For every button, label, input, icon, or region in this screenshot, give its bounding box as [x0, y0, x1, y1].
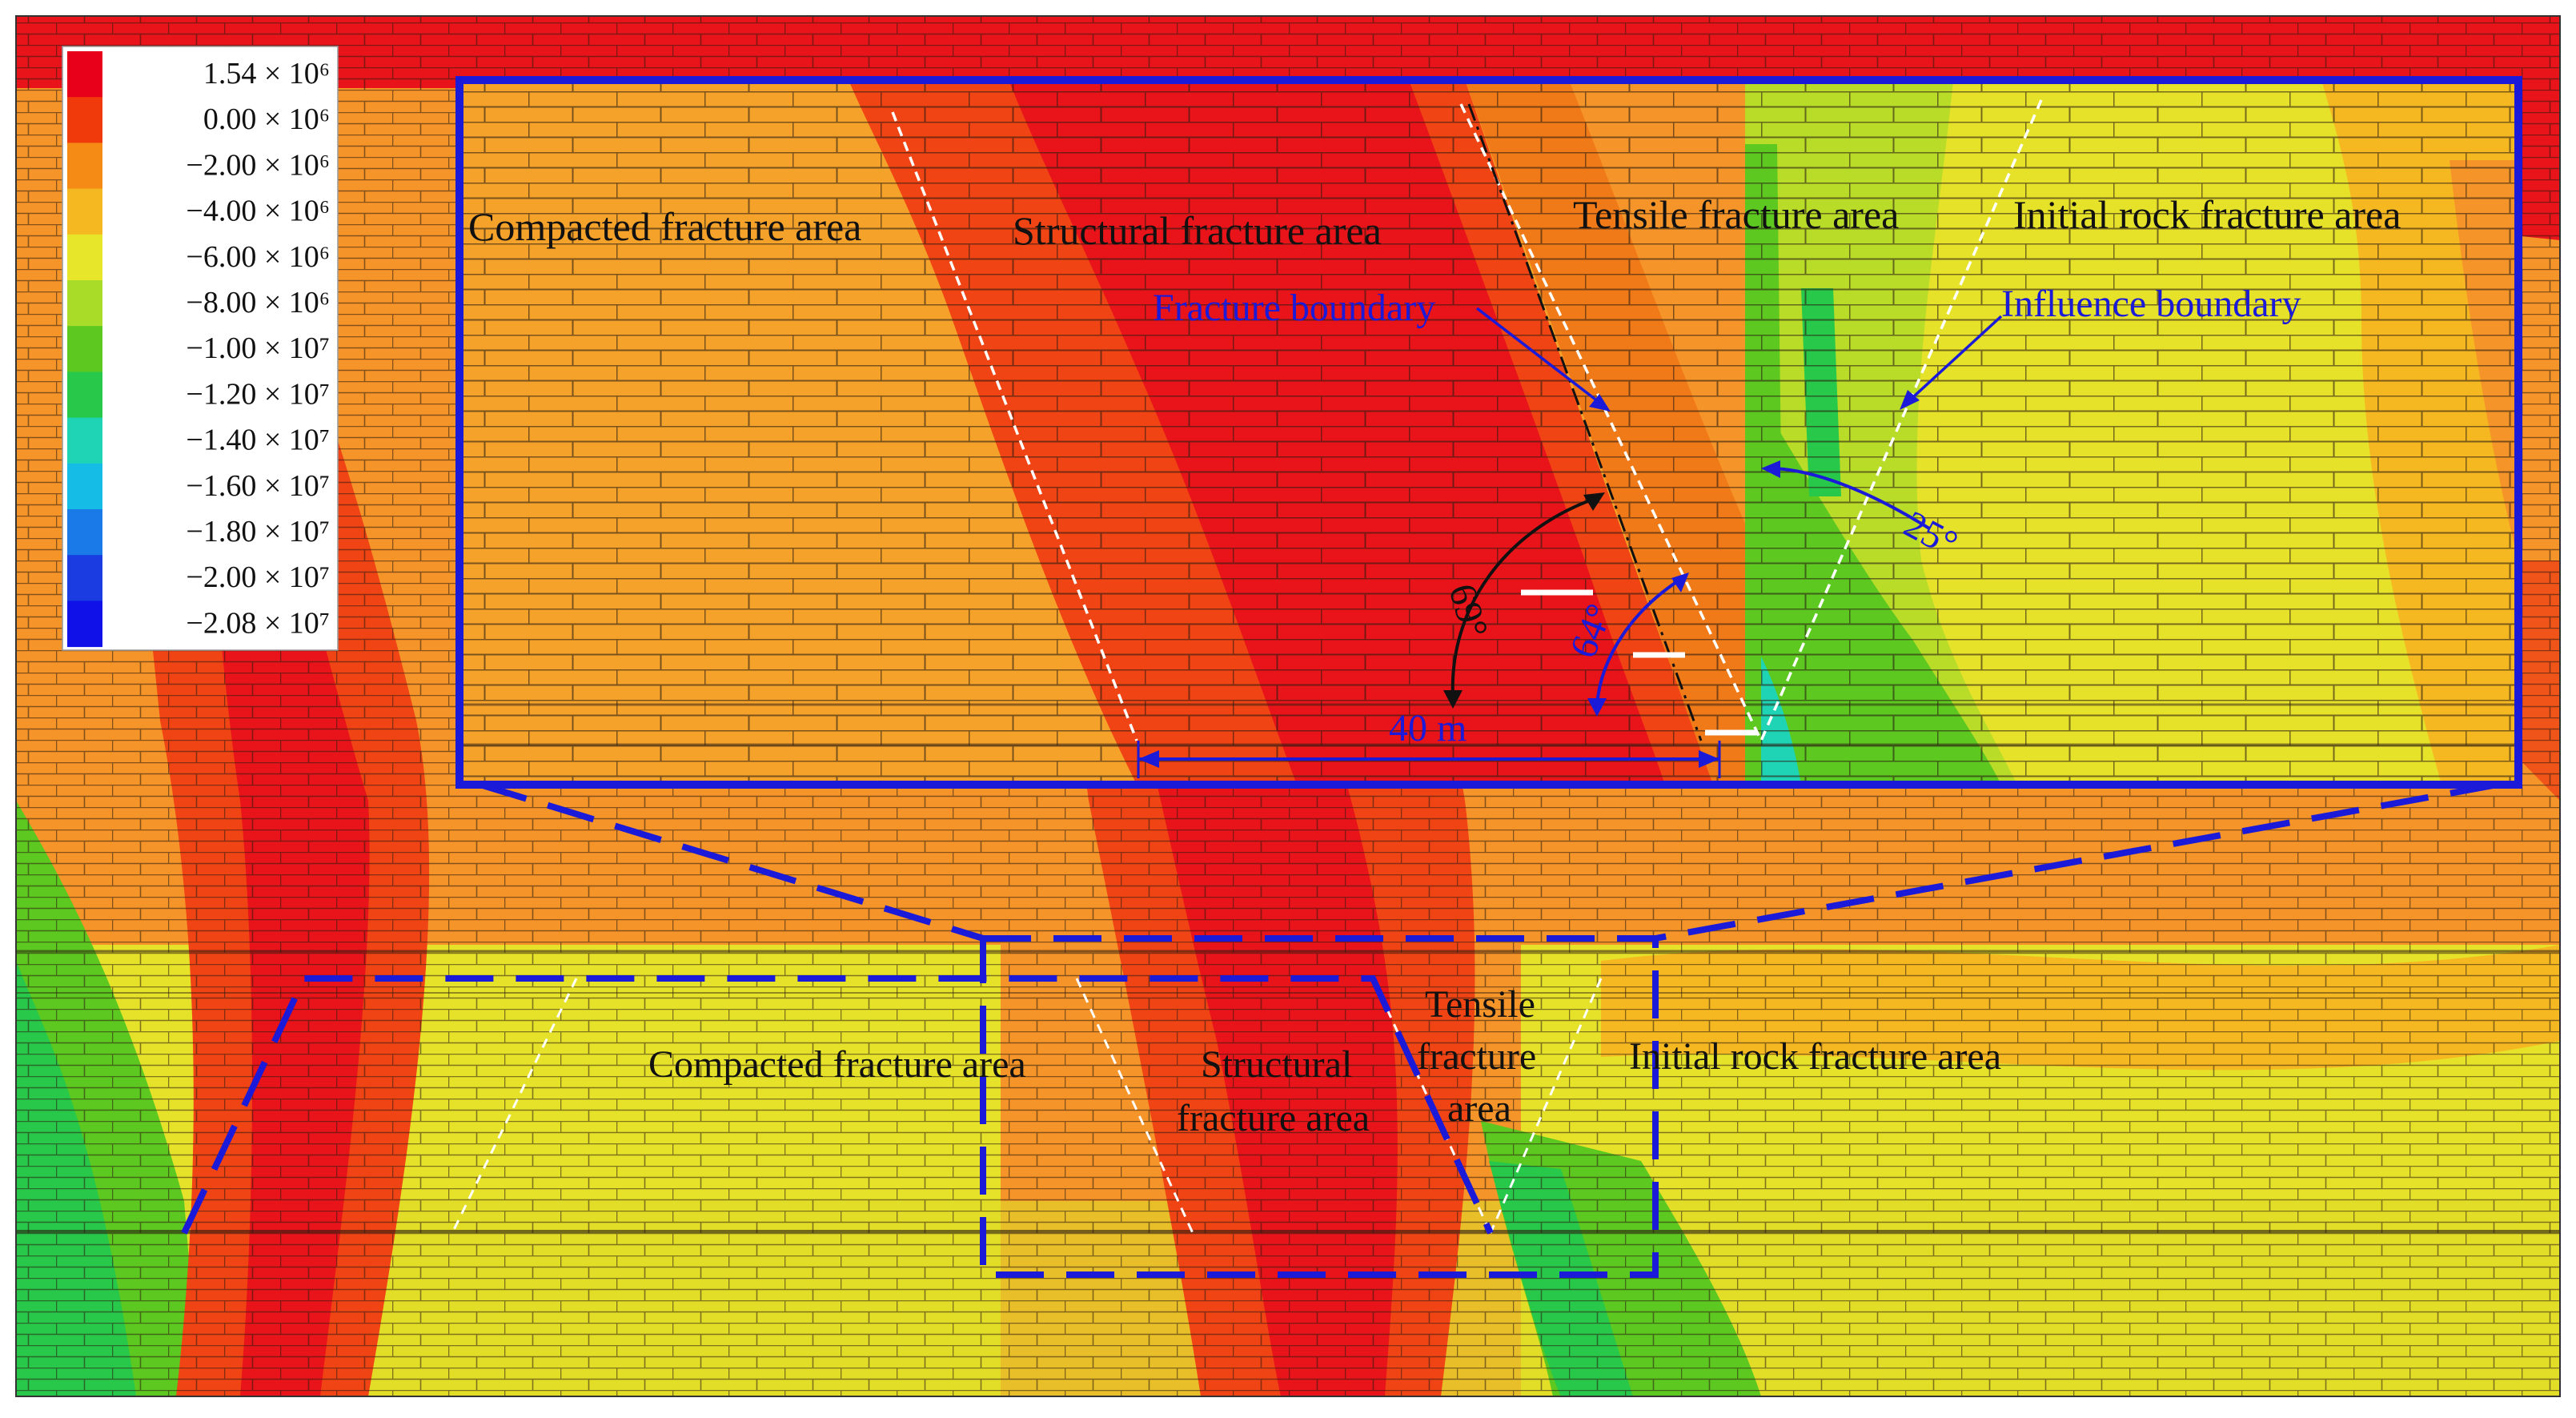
main-structural-label-1: Structural [1201, 1043, 1352, 1086]
main-structural-label-2: fracture area [1177, 1097, 1370, 1139]
legend-swatch [67, 555, 102, 601]
legend-label: −1.00 × 10⁷ [186, 331, 330, 365]
legend-label: −1.20 × 10⁷ [186, 377, 330, 411]
legend-label: −8.00 × 10⁶ [186, 286, 330, 319]
distance-label: 40 m [1389, 707, 1467, 749]
legend-label: −2.00 × 10⁷ [186, 560, 330, 594]
legend-label: −1.40 × 10⁷ [186, 424, 330, 457]
legend-swatch [67, 51, 102, 98]
legend-swatch [67, 601, 102, 648]
legend-swatch [67, 234, 102, 281]
main-initial-label: Initial rock fracture area [1629, 1035, 2001, 1078]
main-compacted-label: Compacted fracture area [648, 1043, 1026, 1086]
legend-swatch [67, 509, 102, 556]
legend-swatch [67, 143, 102, 190]
color-legend: 1.54 × 10⁶ 0.00 × 10⁶ −2.00 × 10⁶ −4.00 × 1… [62, 46, 339, 651]
legend-swatch [67, 188, 102, 235]
inset-frame [455, 76, 2522, 789]
legend-swatch [67, 417, 102, 464]
legend-swatch [67, 97, 102, 143]
main-labels: Compacted fracture area Structural fract… [648, 983, 2001, 1139]
fracture-boundary-label: Fracture boundary [1153, 287, 1435, 329]
legend-swatch [67, 326, 102, 372]
legend-label: −6.00 × 10⁶ [186, 240, 330, 274]
inset-structural-label: Structural fracture area [1013, 208, 1382, 253]
main-tensile-label-1: Tensile [1425, 983, 1535, 1026]
main-tensile-label-3: area [1447, 1087, 1511, 1130]
legend-label: −1.80 × 10⁷ [186, 515, 330, 548]
legend-label: −2.00 × 10⁶ [186, 148, 330, 182]
legend-label: 0.00 × 10⁶ [203, 102, 330, 136]
legend-label: −1.60 × 10⁷ [186, 469, 330, 503]
inset-initial-label: Initial rock fracture area [2013, 192, 2401, 237]
influence-boundary-label: Influence boundary [2001, 283, 2301, 325]
legend-label: 1.54 × 10⁶ [203, 57, 330, 90]
inset-tensile-label: Tensile fracture area [1573, 192, 1899, 237]
legend-swatch [67, 463, 102, 510]
legend-swatch [67, 280, 102, 327]
inset-compacted-label: Compacted fracture area [468, 204, 861, 249]
inset: Compacted fracture area Structural fract… [455, 76, 2522, 789]
legend-label: −4.00 × 10⁶ [186, 195, 330, 228]
legend-swatch [67, 372, 102, 419]
main-tensile-label-2: fracture [1417, 1035, 1536, 1078]
main-overlay [181, 781, 2498, 1278]
legend-label: −2.08 × 10⁷ [186, 606, 330, 640]
